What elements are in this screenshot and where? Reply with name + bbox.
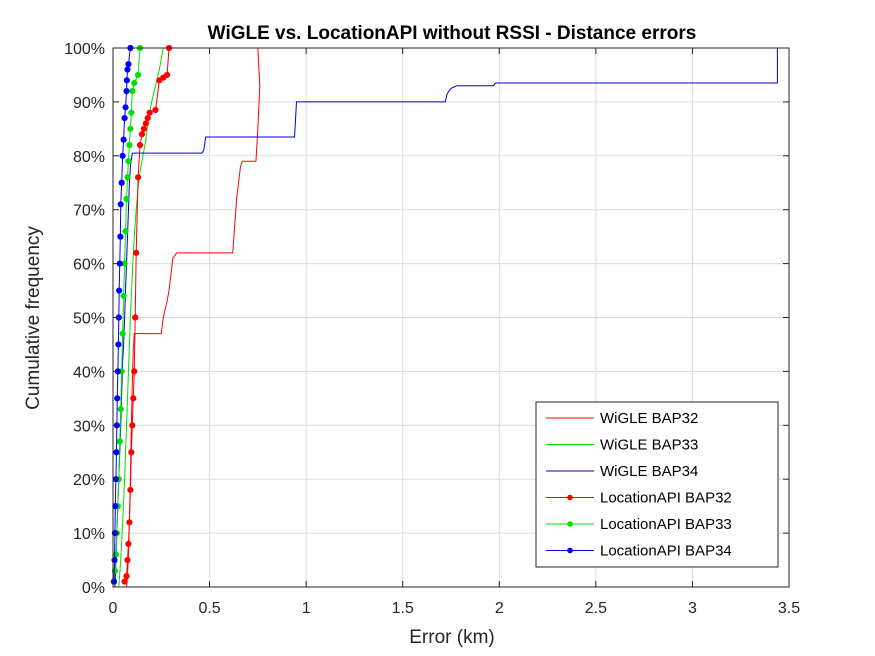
data-point bbox=[132, 314, 139, 321]
data-point bbox=[117, 201, 124, 208]
data-point bbox=[119, 152, 126, 159]
x-tick-label: 2 bbox=[495, 600, 504, 617]
data-point bbox=[122, 228, 129, 235]
data-point bbox=[128, 109, 135, 116]
data-point bbox=[120, 292, 127, 300]
x-tick-label: 3.5 bbox=[778, 600, 800, 617]
legend-box bbox=[535, 401, 779, 568]
legend-label: WiGLE BAP32 bbox=[600, 410, 698, 427]
data-point bbox=[112, 551, 119, 558]
data-point bbox=[152, 106, 159, 114]
data-point bbox=[110, 578, 118, 585]
y-tick-label: 30% bbox=[73, 418, 105, 435]
data-point bbox=[140, 125, 148, 132]
data-point bbox=[123, 88, 130, 95]
legend-entry-wigle-bap33: WiGLE BAP33 bbox=[546, 437, 698, 454]
series-locationapi-bap32 bbox=[121, 44, 173, 585]
legend-entry-locationapi-bap33: LocationAPI BAP33 bbox=[546, 516, 732, 533]
y-tick-label: 70% bbox=[73, 203, 105, 220]
data-point bbox=[114, 395, 121, 402]
x-tick-label: 2.5 bbox=[585, 600, 607, 617]
y-tick-label: 90% bbox=[73, 95, 105, 112]
data-point bbox=[125, 61, 132, 68]
data-point bbox=[126, 141, 133, 149]
x-tick-label: 0.5 bbox=[198, 600, 220, 617]
series-layer bbox=[110, 44, 778, 588]
data-point bbox=[111, 567, 119, 574]
data-point bbox=[133, 249, 140, 256]
data-point bbox=[144, 114, 151, 122]
legend-label: WiGLE BAP34 bbox=[600, 463, 698, 480]
legend-marker bbox=[567, 547, 573, 554]
legend-entry-wigle-bap32: WiGLE BAP32 bbox=[546, 410, 698, 427]
data-point bbox=[117, 406, 124, 413]
data-point bbox=[135, 174, 142, 181]
data-point bbox=[138, 131, 146, 138]
x-tick-label: 1.5 bbox=[392, 600, 414, 617]
data-point bbox=[135, 71, 142, 79]
data-point bbox=[123, 573, 130, 580]
data-point bbox=[123, 77, 131, 84]
data-point bbox=[122, 104, 129, 111]
data-point bbox=[124, 66, 131, 73]
data-point bbox=[121, 114, 128, 122]
x-axis-label: Error (km) bbox=[409, 627, 494, 648]
chart-title: WiGLE vs. LocationAPI without RSSI - Dis… bbox=[208, 23, 697, 44]
data-point bbox=[126, 519, 133, 526]
legend-marker bbox=[567, 494, 573, 501]
legend-label: LocationAPI BAP34 bbox=[600, 543, 732, 560]
data-point bbox=[121, 578, 128, 585]
x-tick-label: 0 bbox=[109, 600, 118, 617]
legend-label: WiGLE BAP33 bbox=[600, 437, 698, 454]
series-line-locationapi-bap32 bbox=[124, 47, 170, 582]
data-point bbox=[146, 109, 153, 116]
data-point bbox=[118, 179, 125, 186]
legend-entry-locationapi-bap34: LocationAPI BAP34 bbox=[546, 543, 732, 560]
data-point bbox=[163, 71, 171, 79]
data-point bbox=[125, 540, 132, 547]
x-tick-label: 1 bbox=[302, 600, 311, 617]
data-point bbox=[125, 158, 132, 165]
data-point bbox=[129, 88, 136, 95]
data-point bbox=[129, 422, 136, 429]
data-point bbox=[117, 233, 124, 240]
y-tick-label: 10% bbox=[73, 526, 105, 543]
data-point bbox=[131, 79, 138, 87]
y-tick-label: 50% bbox=[73, 311, 105, 328]
data-point bbox=[116, 438, 123, 445]
data-point bbox=[130, 395, 137, 402]
data-point bbox=[131, 368, 138, 375]
legend-entry-locationapi-bap32: LocationAPI BAP32 bbox=[546, 490, 732, 507]
data-point bbox=[116, 287, 123, 294]
data-point bbox=[128, 449, 135, 456]
legend-label: LocationAPI BAP32 bbox=[600, 490, 732, 507]
y-axis-label: Cumulative frequency bbox=[23, 226, 44, 410]
data-point bbox=[119, 330, 126, 337]
data-point bbox=[136, 141, 144, 149]
data-point bbox=[113, 449, 120, 456]
data-point bbox=[124, 174, 131, 181]
x-tick-label: 3 bbox=[688, 600, 697, 617]
y-tick-label: 40% bbox=[73, 364, 105, 381]
y-tick-label: 20% bbox=[73, 472, 105, 489]
y-tick-label: 80% bbox=[73, 149, 105, 166]
y-tick-label: 100% bbox=[64, 41, 105, 58]
tick-labels: 0 0.5 1 1.5 2 2.5 3 3.5 0% 10% 20% 30% 40% 50% 60% 70% 8… bbox=[64, 41, 800, 617]
legend-marker bbox=[567, 521, 573, 527]
data-point bbox=[124, 556, 131, 564]
data-point bbox=[127, 486, 134, 494]
ticks bbox=[112, 47, 790, 588]
data-point bbox=[142, 120, 149, 127]
data-point bbox=[123, 195, 130, 203]
legend-entry-wigle-bap34: WiGLE BAP34 bbox=[546, 463, 698, 480]
legend-label: LocationAPI BAP33 bbox=[600, 516, 732, 533]
legend: WiGLE BAP32 WiGLE BAP33 WiGLE BAP34 Locatio… bbox=[535, 401, 779, 568]
data-point bbox=[115, 341, 122, 348]
data-point bbox=[127, 125, 134, 132]
y-tick-label: 60% bbox=[73, 257, 105, 274]
data-point bbox=[120, 136, 127, 143]
y-tick-label: 0% bbox=[82, 580, 105, 597]
